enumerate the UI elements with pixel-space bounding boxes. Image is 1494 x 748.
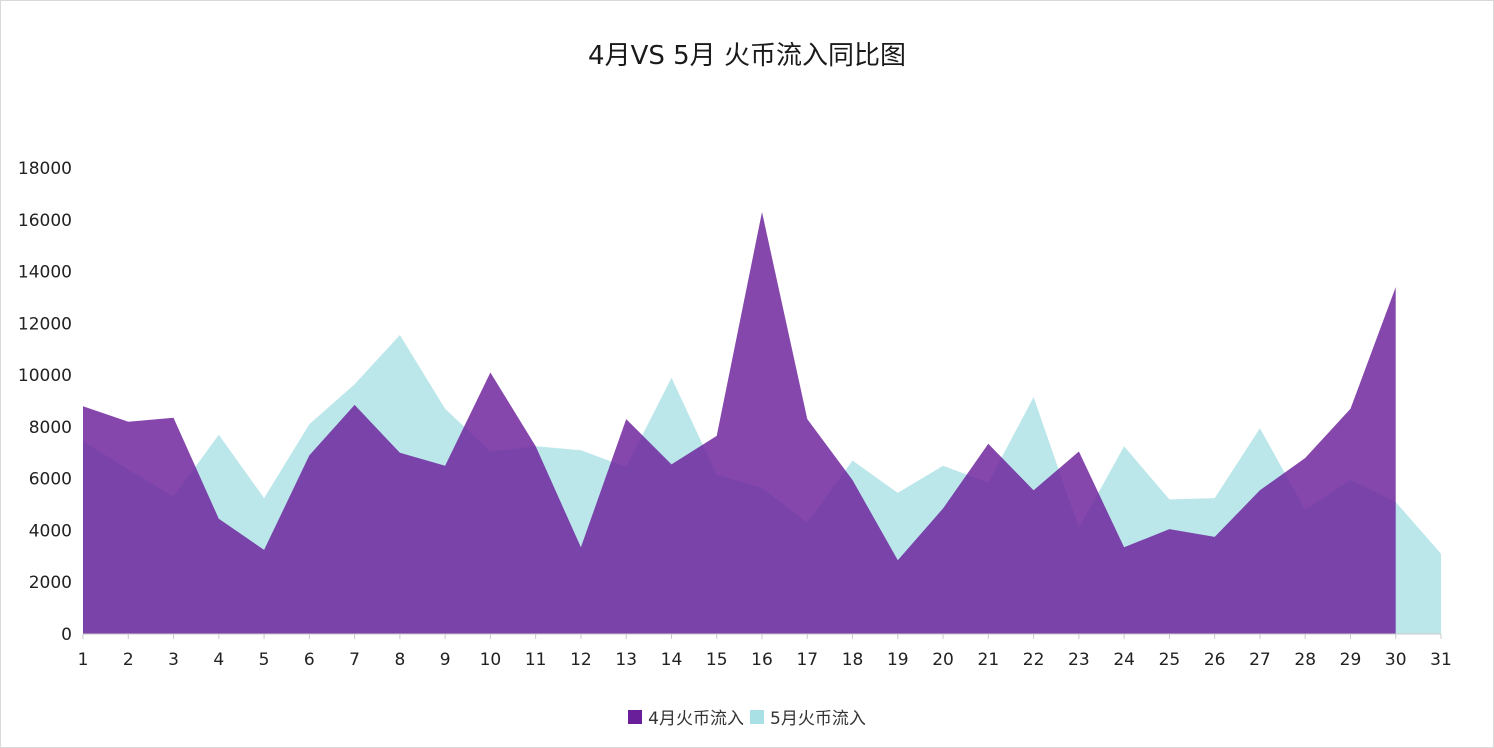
y-tick-label: 6000 (29, 470, 72, 490)
x-tick-label: 13 (615, 650, 637, 670)
y-tick-label: 14000 (18, 263, 72, 283)
x-tick-label: 8 (394, 650, 405, 670)
area-series-april (83, 212, 1396, 634)
chart-title: 4月VS 5月 火币流入同比图 (588, 41, 906, 71)
x-tick-label: 20 (932, 650, 954, 670)
legend-item-april[interactable]: 4月火币流入 (628, 704, 744, 729)
x-tick-label: 1 (78, 650, 89, 670)
x-tick-label: 28 (1294, 650, 1316, 670)
x-tick-label: 18 (842, 650, 864, 670)
y-tick-label: 8000 (29, 418, 72, 438)
y-tick-label: 12000 (18, 314, 72, 334)
y-tick-label: 4000 (29, 521, 72, 541)
x-tick-label: 17 (796, 650, 818, 670)
legend-label-april: 4月火币流入 (648, 709, 744, 729)
x-tick-label: 16 (751, 650, 773, 670)
y-tick-label: 10000 (18, 366, 72, 386)
y-tick-label: 18000 (18, 159, 72, 179)
y-tick-label: 2000 (29, 573, 72, 593)
y-tick-label: 0 (61, 625, 72, 645)
legend-swatch-april (628, 709, 643, 724)
y-tick-label: 16000 (18, 211, 72, 231)
chart-legend: 4月火币流入 5月火币流入 (1, 704, 1493, 729)
x-tick-label: 11 (525, 650, 547, 670)
x-tick-label: 12 (570, 650, 592, 670)
x-tick-label: 22 (1023, 650, 1045, 670)
legend-item-may[interactable]: 5月火币流入 (750, 704, 866, 729)
x-tick-label: 6 (304, 650, 315, 670)
x-tick-label: 5 (259, 650, 270, 670)
legend-label-may: 5月火币流入 (770, 709, 866, 729)
x-tick-label: 23 (1068, 650, 1090, 670)
x-tick-label: 15 (706, 650, 728, 670)
x-tick-label: 2 (123, 650, 134, 670)
x-tick-label: 21 (978, 650, 1000, 670)
x-tick-label: 25 (1159, 650, 1181, 670)
x-tick-label: 9 (440, 650, 451, 670)
x-tick-label: 27 (1249, 650, 1271, 670)
x-tick-label: 31 (1430, 650, 1452, 670)
x-tick-label: 29 (1340, 650, 1362, 670)
legend-swatch-may (750, 709, 764, 724)
x-tick-label: 26 (1204, 650, 1226, 670)
x-tick-label: 4 (213, 650, 224, 670)
x-tick-label: 7 (349, 650, 360, 670)
x-tick-label: 19 (887, 650, 909, 670)
x-tick-label: 24 (1113, 650, 1135, 670)
x-tick-label: 30 (1385, 650, 1407, 670)
x-tick-label: 3 (168, 650, 179, 670)
x-tick-label: 10 (480, 650, 502, 670)
x-tick-label: 14 (661, 650, 683, 670)
